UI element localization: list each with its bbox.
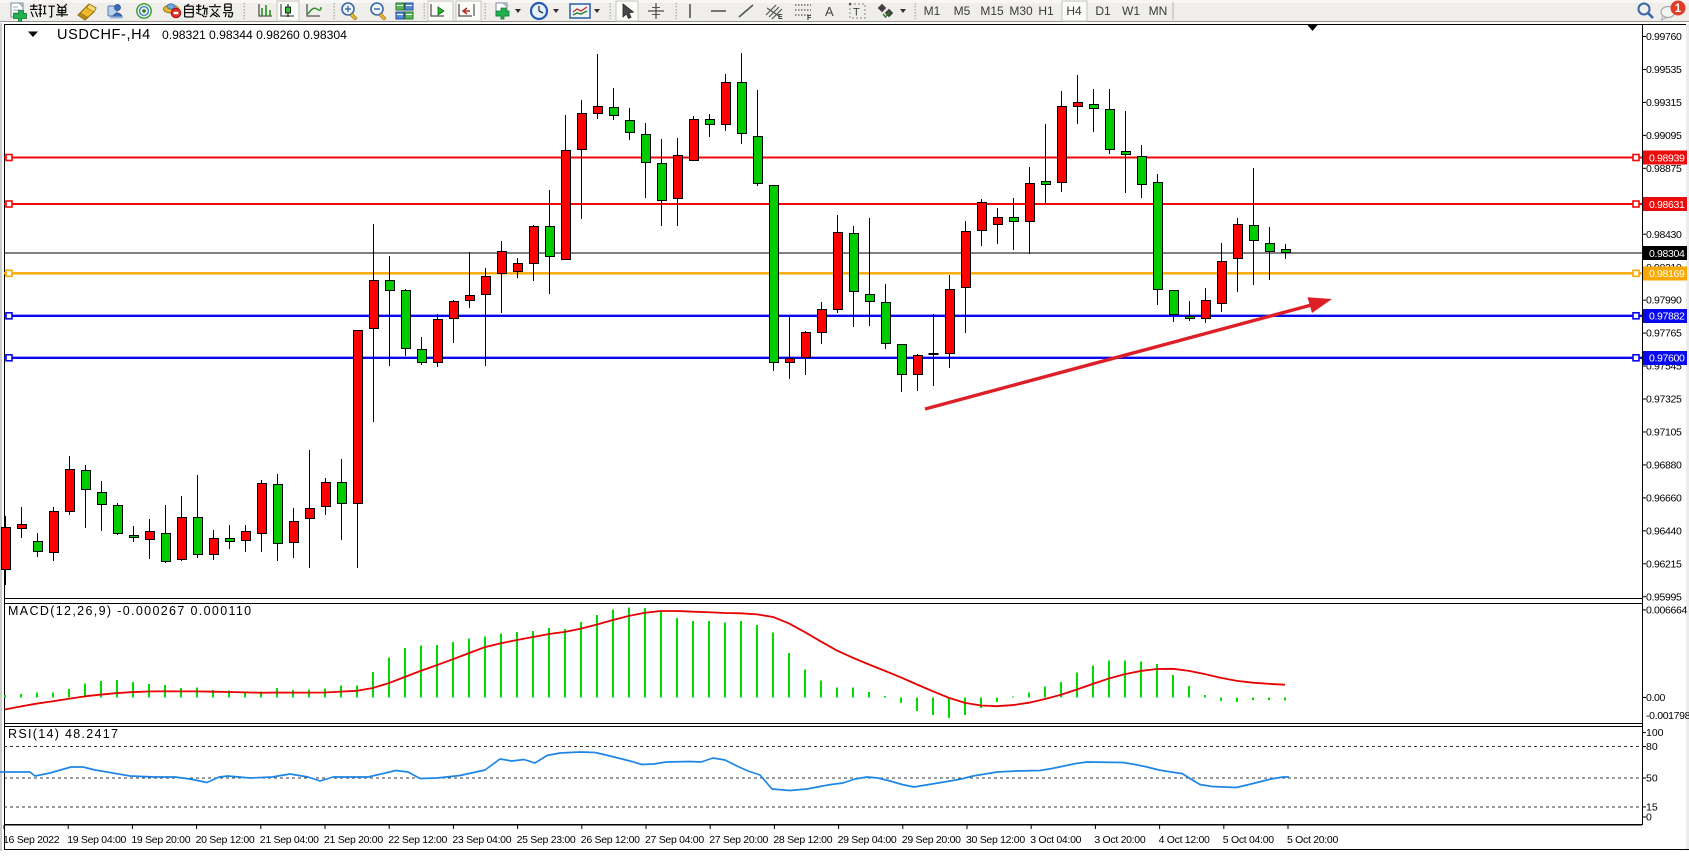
svg-text:0.98430: 0.98430 <box>1646 229 1682 241</box>
svg-text:0.98304: 0.98304 <box>1649 248 1685 260</box>
svg-text:0.97600: 0.97600 <box>1649 353 1685 365</box>
svg-text:0.97882: 0.97882 <box>1649 311 1685 323</box>
svg-text:0.99315: 0.99315 <box>1646 97 1682 109</box>
svg-text:E: E <box>778 14 783 21</box>
svg-text:0.98875: 0.98875 <box>1646 163 1682 175</box>
svg-text:0.98321 0.98344 0.98260 0.9830: 0.98321 0.98344 0.98260 0.98304 <box>162 28 347 42</box>
svg-text:M30: M30 <box>1009 4 1033 18</box>
svg-text:100: 100 <box>1646 727 1664 739</box>
svg-text:A: A <box>825 4 834 19</box>
svg-text:H4: H4 <box>1066 4 1082 18</box>
svg-text:W1: W1 <box>1122 4 1140 18</box>
svg-text:26 Sep 12:00: 26 Sep 12:00 <box>581 834 640 846</box>
svg-text:D1: D1 <box>1095 4 1111 18</box>
svg-text:USDCHF-,H4: USDCHF-,H4 <box>57 27 151 43</box>
svg-text:23 Sep 04:00: 23 Sep 04:00 <box>452 834 511 846</box>
svg-text:0.97105: 0.97105 <box>1646 427 1682 439</box>
svg-text:16 Sep 2022: 16 Sep 2022 <box>3 834 60 846</box>
svg-text:T: T <box>853 7 860 19</box>
svg-text:50: 50 <box>1646 773 1658 785</box>
svg-text:0.99760: 0.99760 <box>1646 31 1682 43</box>
svg-text:25 Sep 23:00: 25 Sep 23:00 <box>517 834 576 846</box>
svg-text:19 Sep 04:00: 19 Sep 04:00 <box>67 834 126 846</box>
svg-text:3 Oct 04:00: 3 Oct 04:00 <box>1030 834 1081 846</box>
svg-text:5 Oct 20:00: 5 Oct 20:00 <box>1287 834 1338 846</box>
svg-text:0.006664: 0.006664 <box>1646 605 1688 617</box>
svg-text:MACD(12,26,9) -0.000267 0.0001: MACD(12,26,9) -0.000267 0.000110 <box>8 604 253 618</box>
svg-text:20 Sep 12:00: 20 Sep 12:00 <box>196 834 255 846</box>
svg-text:27 Sep 04:00: 27 Sep 04:00 <box>645 834 704 846</box>
svg-text:22 Sep 12:00: 22 Sep 12:00 <box>388 834 447 846</box>
svg-text:RSI(14) 48.2417: RSI(14) 48.2417 <box>8 727 119 741</box>
svg-text:0.95995: 0.95995 <box>1646 591 1682 603</box>
svg-text:3 Oct 20:00: 3 Oct 20:00 <box>1094 834 1145 846</box>
svg-text:M1: M1 <box>924 4 941 18</box>
svg-text:F: F <box>807 15 812 22</box>
svg-text:30 Sep 12:00: 30 Sep 12:00 <box>966 834 1025 846</box>
svg-text:4 Oct 12:00: 4 Oct 12:00 <box>1159 834 1210 846</box>
svg-text:0.96440: 0.96440 <box>1646 525 1682 537</box>
svg-text:29 Sep 04:00: 29 Sep 04:00 <box>838 834 897 846</box>
svg-text:H1: H1 <box>1038 4 1054 18</box>
svg-text:MN: MN <box>1149 4 1168 18</box>
svg-text:0.98169: 0.98169 <box>1649 268 1685 280</box>
svg-text:0.98631: 0.98631 <box>1649 199 1685 211</box>
svg-text:M5: M5 <box>954 4 971 18</box>
svg-text:0.96880: 0.96880 <box>1646 460 1682 472</box>
svg-text:0.97765: 0.97765 <box>1646 328 1682 340</box>
svg-text:M15: M15 <box>980 4 1004 18</box>
svg-text:0: 0 <box>1646 812 1652 824</box>
svg-text:-0.001798: -0.001798 <box>1646 710 1689 722</box>
svg-text:0.96660: 0.96660 <box>1646 492 1682 504</box>
svg-text:0.97325: 0.97325 <box>1646 394 1682 406</box>
svg-text:80: 80 <box>1646 741 1658 753</box>
svg-text:19 Sep 20:00: 19 Sep 20:00 <box>131 834 190 846</box>
svg-text:0.00: 0.00 <box>1646 692 1666 704</box>
svg-text:0.98939: 0.98939 <box>1649 152 1685 164</box>
svg-text:21 Sep 04:00: 21 Sep 04:00 <box>260 834 319 846</box>
svg-text:0.99095: 0.99095 <box>1646 130 1682 142</box>
svg-text:0.96215: 0.96215 <box>1646 558 1682 570</box>
svg-text:27 Sep 20:00: 27 Sep 20:00 <box>709 834 768 846</box>
svg-text:28 Sep 12:00: 28 Sep 12:00 <box>773 834 832 846</box>
svg-text:15: 15 <box>1646 802 1658 814</box>
svg-text:21 Sep 20:00: 21 Sep 20:00 <box>324 834 383 846</box>
svg-text:29 Sep 20:00: 29 Sep 20:00 <box>902 834 961 846</box>
svg-text:0.99535: 0.99535 <box>1646 64 1682 76</box>
svg-text:0.97990: 0.97990 <box>1646 295 1682 307</box>
svg-text:1: 1 <box>1675 3 1682 15</box>
svg-text:5 Oct 04:00: 5 Oct 04:00 <box>1223 834 1274 846</box>
